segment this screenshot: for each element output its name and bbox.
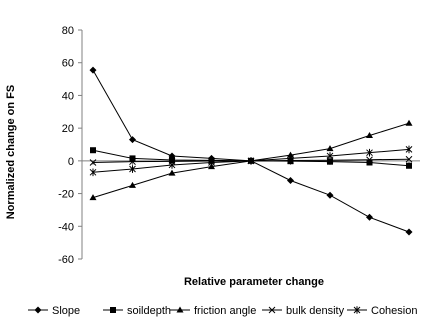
data-point-cohesion — [366, 148, 373, 157]
y-tick-label: 80 — [62, 25, 74, 37]
triangle-marker — [326, 145, 334, 152]
y-tick-label: 60 — [62, 58, 74, 70]
data-point-bulk-density — [366, 156, 373, 164]
data-point-soildepth — [90, 147, 96, 154]
legend-item-cohesion: Cohesion — [347, 305, 417, 317]
legend-item-slope: Slope — [28, 305, 80, 317]
diamond-marker — [326, 191, 334, 199]
series-layer — [89, 66, 413, 236]
legend-marker-bulk-density — [268, 306, 276, 314]
data-point-friction-angle — [89, 194, 97, 201]
axes — [81, 30, 420, 259]
y-axis-title: Normalized change on FS — [5, 85, 17, 219]
data-point-soildepth — [366, 159, 373, 166]
legend-label-slope: Slope — [52, 305, 80, 317]
square-marker — [327, 158, 333, 165]
x-axis-title: Relative parameter change — [184, 276, 324, 288]
data-point-friction-angle — [405, 119, 413, 126]
triangle-marker — [176, 306, 184, 313]
square-marker — [366, 159, 373, 166]
data-point-friction-angle — [326, 145, 334, 152]
data-point-slope — [287, 176, 294, 184]
y-tick-label: -20 — [58, 189, 74, 201]
diamond-marker — [129, 136, 136, 144]
legend-label-friction-angle: friction angle — [194, 305, 256, 317]
legend-item-soildepth: soildepth — [103, 305, 171, 317]
square-marker — [129, 155, 136, 162]
square-marker — [169, 157, 175, 164]
series-line-slope — [92, 69, 410, 233]
data-point-bulk-density — [129, 158, 136, 166]
data-point-cohesion — [129, 165, 136, 173]
square-marker — [406, 162, 412, 169]
legend-label-bulk-density: bulk density — [286, 305, 345, 317]
x-marker-stroke — [366, 156, 373, 164]
triangle-marker — [366, 132, 373, 139]
data-point-slope — [89, 66, 97, 74]
data-point-cohesion — [208, 158, 215, 167]
data-point-bulk-density — [405, 155, 413, 163]
y-tick-label: 0 — [68, 156, 74, 168]
diamond-marker — [89, 66, 97, 74]
legend-marker-slope — [34, 306, 42, 314]
legend-marker-cohesion — [353, 306, 361, 314]
y-tick-label: 40 — [62, 90, 74, 102]
data-point-cohesion — [168, 161, 176, 169]
diamond-marker — [405, 228, 413, 236]
triangle-marker — [168, 169, 176, 176]
legend-marker-friction-angle — [176, 306, 184, 313]
diamond-marker — [366, 213, 373, 221]
data-point-slope — [326, 191, 334, 199]
legend-label-cohesion: Cohesion — [371, 305, 417, 317]
data-point-cohesion — [326, 152, 334, 160]
data-point-cohesion — [405, 145, 413, 154]
x-marker-stroke — [129, 158, 136, 166]
legend-label-soildepth: soildepth — [127, 305, 171, 317]
data-point-friction-angle — [129, 181, 136, 188]
legend-item-friction-angle: friction angle — [170, 305, 256, 317]
legend-item-bulk-density: bulk density — [262, 305, 345, 317]
y-tick-label: -40 — [58, 221, 74, 233]
data-point-slope — [129, 136, 136, 144]
data-point-soildepth — [327, 158, 333, 165]
data-point-soildepth — [169, 157, 175, 164]
data-point-friction-angle — [366, 132, 373, 139]
diamond-marker — [34, 306, 42, 314]
y-tick-label: -60 — [58, 254, 74, 266]
square-marker — [90, 147, 96, 154]
square-marker — [110, 307, 116, 313]
legend: Slope soildepth friction angle bulk density… — [28, 305, 417, 317]
data-point-friction-angle — [168, 169, 176, 176]
data-point-cohesion — [247, 157, 255, 165]
series-slope — [89, 66, 413, 236]
data-point-soildepth — [406, 162, 412, 169]
legend-marker-soildepth — [110, 307, 116, 313]
data-point-soildepth — [129, 155, 136, 162]
y-tick-labels: 80 60 40 20 0 -20 -40 -60 — [58, 25, 82, 266]
y-tick-label: 20 — [62, 123, 74, 135]
data-point-cohesion — [287, 154, 294, 163]
x-marker-stroke — [268, 306, 276, 314]
data-point-cohesion — [89, 168, 97, 177]
data-point-slope — [366, 213, 373, 221]
triangle-marker — [405, 119, 413, 126]
x-marker-stroke — [405, 155, 413, 163]
triangle-marker — [129, 181, 136, 188]
x-marker-stroke — [89, 159, 97, 166]
data-point-bulk-density — [89, 159, 97, 166]
triangle-marker — [89, 194, 97, 201]
series-cohesion — [89, 145, 413, 177]
diamond-marker — [287, 176, 294, 184]
data-point-slope — [405, 228, 413, 236]
